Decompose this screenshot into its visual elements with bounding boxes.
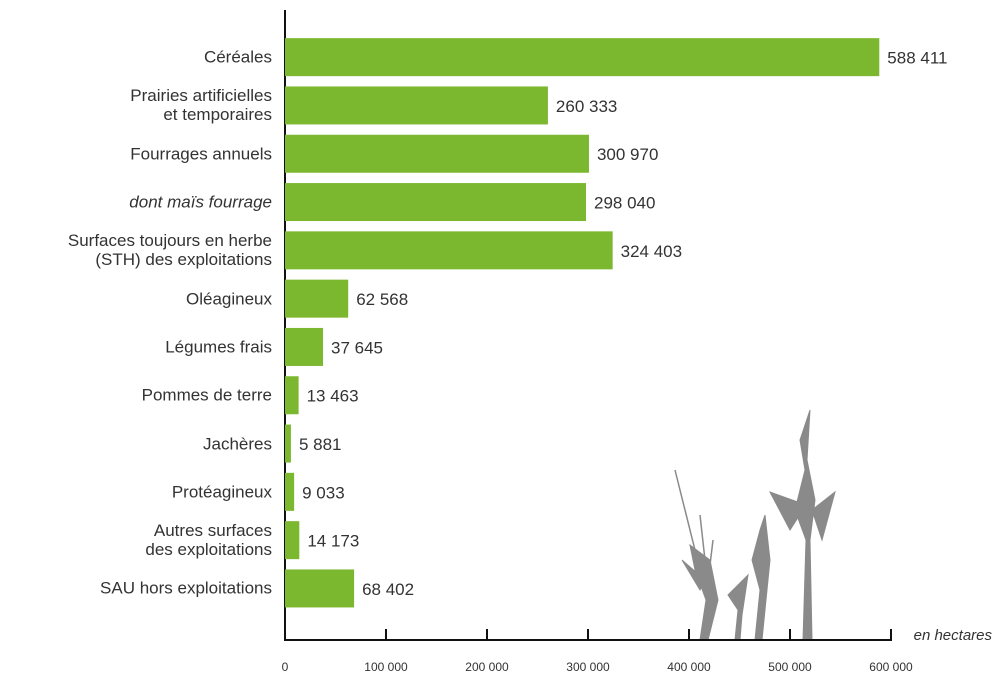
value-label: 37 645 [331,338,383,357]
category-label: Céréales [203,47,272,67]
category-label: Jachères [203,434,272,454]
category-label: Oléagineux [185,289,272,309]
value-label: 68 402 [362,580,414,599]
value-label: 260 333 [556,97,617,116]
value-label: 588 411 [887,49,947,68]
x-tick-label: 300 000 [566,660,610,674]
x-tick-label: 600 000 [869,660,913,674]
category-label: Légumes frais [165,337,272,357]
value-label: 300 970 [597,145,658,164]
bar [285,472,295,511]
category-label: dont maïs fourrage [129,192,272,212]
bar [285,569,355,608]
category-label: Fourrages annuels [130,144,272,164]
x-tick-label: 200 000 [465,660,509,674]
value-label: 298 040 [594,194,655,213]
x-tick-label: 0 [282,660,289,674]
x-axis-label: en hectares [914,627,993,644]
bar [285,231,613,270]
bar [285,424,291,463]
value-label: 13 463 [307,387,359,406]
bar [285,183,587,222]
bar [285,376,299,415]
value-label: 9 033 [302,483,345,502]
category-label: Surfaces toujours en herbe (STH) des exp… [67,231,272,270]
wheat-illustration [674,409,836,641]
value-label: 14 173 [307,532,359,551]
bar [285,327,324,366]
x-tick-label: 100 000 [364,660,408,674]
bar [285,521,300,560]
x-tick-label: 500 000 [768,660,812,674]
x-tick-label: 400 000 [667,660,711,674]
category-label: Protéagineux [171,482,272,502]
bar [285,279,349,318]
value-label: 62 568 [356,290,408,309]
category-label: Pommes de terre [141,385,272,405]
bar [285,86,548,125]
category-label: Prairies artificielles et temporaires [130,86,272,125]
bar [285,134,589,173]
category-label: SAU hors exploitations [100,578,272,598]
value-label: 5 881 [299,435,342,454]
bar [285,38,880,77]
category-label: Autres surfaces des exploitations [145,521,272,560]
value-label: 324 403 [621,242,682,261]
